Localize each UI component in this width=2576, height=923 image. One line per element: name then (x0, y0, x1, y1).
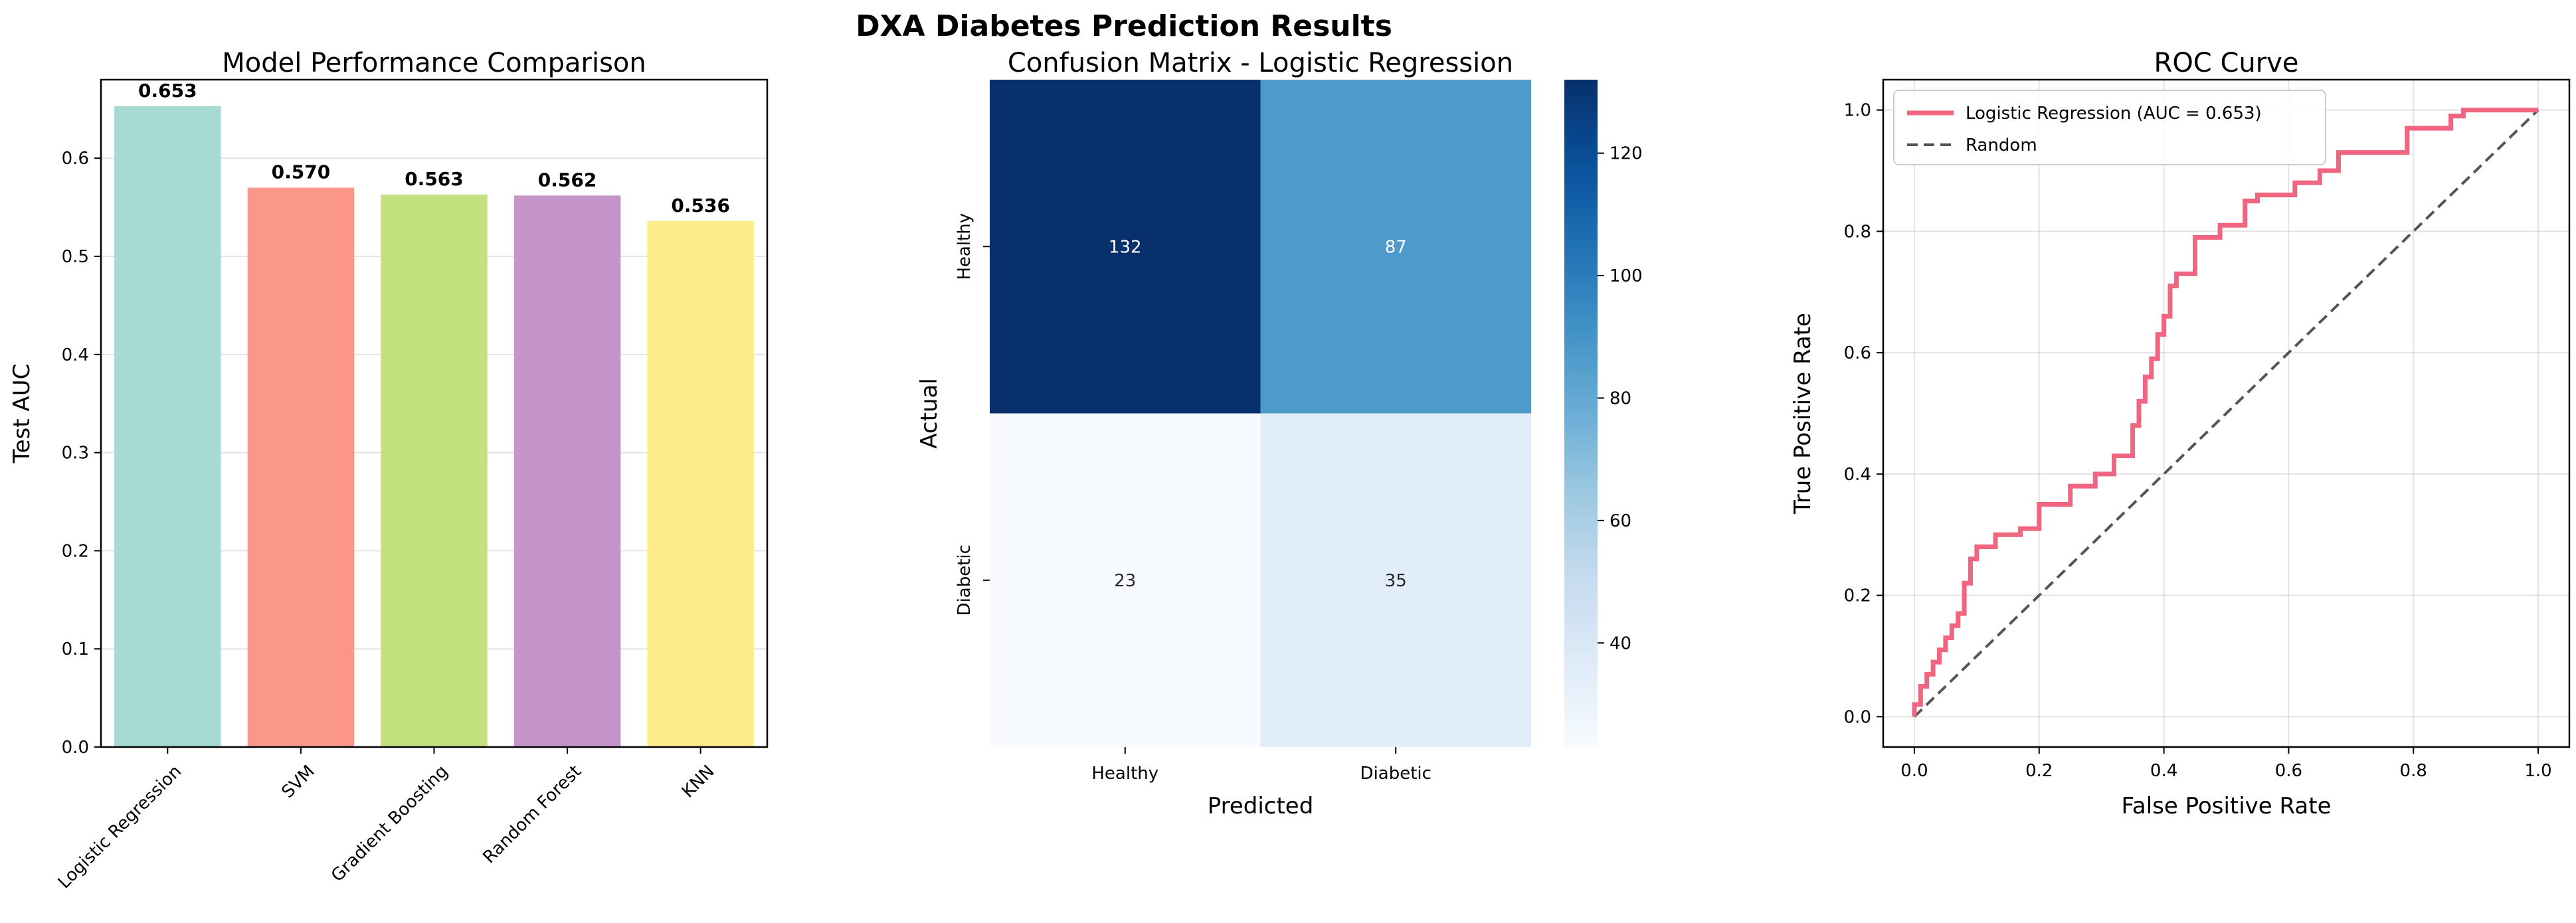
heatmap-cell (1260, 80, 1531, 414)
colorbar-tick-label: 120 (1610, 144, 1643, 164)
bar-category-label: Random Forest (479, 762, 585, 868)
roc-xtick-label: 1.0 (2524, 761, 2551, 781)
bar-ytick-label: 0.5 (62, 247, 89, 267)
roc-ytick-label: 1.0 (1844, 101, 1871, 121)
colorbar-tick-label: 60 (1610, 511, 1631, 531)
heatmap-title: Confusion Matrix - Logistic Regression (1008, 48, 1513, 78)
roc-curve-line (1912, 108, 2538, 717)
heatmap-x-category: Healthy (1091, 764, 1158, 784)
bar-chart-panel: Model Performance Comparison 0.0 0.1 0.2 0.3… (9, 48, 769, 893)
roc-ytick-label: 0.2 (1844, 586, 1871, 606)
bar (381, 194, 488, 747)
bar-category-label: Gradient Boosting (327, 762, 452, 886)
roc-curve-panel: ROC Curve 0.0 0.0 0.2 0.2 0.4 0.4 0.6 0.6 0.8 0.8 1… (1790, 48, 2571, 819)
colorbar-tick-label: 100 (1610, 266, 1643, 286)
bar (513, 195, 621, 747)
bar (247, 187, 355, 748)
roc-plot-frame (1882, 78, 2571, 748)
bar-ytick-label: 0.0 (62, 738, 89, 758)
roc-x-axis-label: False Positive Rate (2122, 793, 2332, 819)
heatmap-y-category: Diabetic (955, 545, 974, 616)
roc-ytick-label: 0.0 (1844, 707, 1871, 727)
roc-ytick-label: 0.4 (1844, 465, 1871, 485)
bar-category-label: Logistic Regression (54, 762, 186, 893)
heatmap-cell-value: 35 (1385, 571, 1407, 591)
bar (114, 106, 221, 747)
figure-suptitle: DXA Diabetes Prediction Results (856, 9, 1392, 43)
heatmap-cell-value: 87 (1385, 237, 1407, 257)
bar-ytick-label: 0.4 (62, 345, 89, 365)
roc-y-axis-label: True Positive Rate (1790, 313, 1816, 515)
heatmap-x-axis-label: Predicted (1208, 793, 1314, 819)
heatmap-y-axis-label: Actual (916, 378, 943, 449)
confusion-matrix-panel: Confusion Matrix - Logistic Regression 13… (916, 48, 1643, 819)
roc-xtick-label: 0.2 (2025, 761, 2053, 781)
heatmap-cell-value: 132 (1109, 237, 1142, 257)
roc-xtick-label: 0.0 (1900, 761, 1928, 781)
bar-category-label: SVM (278, 762, 319, 802)
roc-title: ROC Curve (2154, 48, 2299, 78)
roc-legend-box (1893, 90, 2326, 165)
roc-legend-label: Random (1966, 135, 2037, 155)
bar-category-label: KNN (678, 762, 719, 802)
heatmap-cell (1260, 413, 1531, 747)
roc-ytick-label: 0.8 (1844, 222, 1871, 242)
bar (647, 220, 754, 748)
bar-value-label: 0.570 (272, 161, 331, 183)
roc-xtick-label: 0.6 (2275, 761, 2302, 781)
bar-value-label: 0.536 (671, 195, 730, 216)
bar-ytick-label: 0.6 (62, 149, 89, 169)
colorbar-tick-label: 80 (1610, 388, 1631, 408)
bar-value-label: 0.562 (538, 169, 597, 191)
bar-chart-title: Model Performance Comparison (222, 48, 646, 78)
heatmap-cell (990, 413, 1261, 747)
colorbar (1564, 80, 1598, 747)
heatmap-x-category: Diabetic (1360, 764, 1431, 784)
random-baseline-line (1913, 109, 2539, 718)
heatmap-y-category: Healthy (955, 213, 974, 280)
heatmap-cell-value: 23 (1114, 571, 1136, 591)
bar-ytick-label: 0.3 (62, 444, 89, 463)
bar-y-axis-label: Test AUC (9, 364, 35, 464)
roc-legend-label: Logistic Regression (AUC = 0.653) (1966, 104, 2262, 124)
roc-legend: Logistic Regression (AUC = 0.653) Random (1893, 90, 2326, 165)
roc-xtick-label: 0.4 (2150, 761, 2177, 781)
bar-value-label: 0.563 (405, 168, 464, 190)
bar-ytick-label: 0.1 (62, 639, 89, 659)
roc-xtick-label: 0.8 (2400, 761, 2427, 781)
bar-plot-frame (100, 78, 769, 748)
heatmap-cell (990, 80, 1261, 414)
bar-ytick-label: 0.2 (62, 541, 89, 561)
bar-value-label: 0.653 (138, 80, 197, 102)
colorbar-tick-label: 40 (1610, 633, 1631, 653)
roc-ytick-label: 0.6 (1844, 343, 1871, 363)
